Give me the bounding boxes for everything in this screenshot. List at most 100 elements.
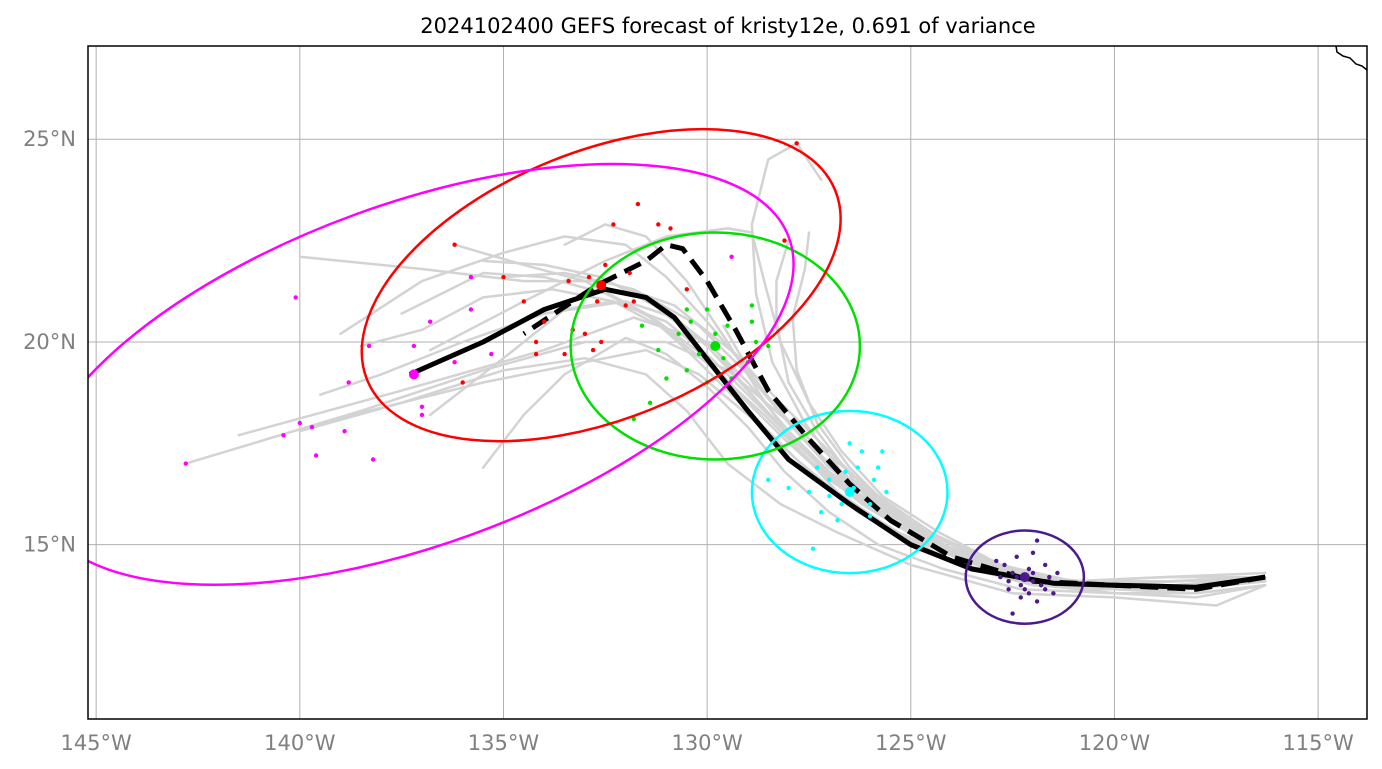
chart-title: 2024102400 GEFS forecast of kristy12e, 0…: [420, 14, 1035, 38]
coastline: [1335, 46, 1367, 71]
member-point-day-1: [1006, 587, 1011, 592]
member-point-day-1: [1055, 570, 1060, 576]
mean-position-day-2: [844, 487, 855, 497]
member-point-day-1: [1014, 554, 1019, 559]
ensemble-track: [318, 348, 1267, 591]
member-point-day-1: [1010, 570, 1015, 576]
member-point-day-2: [819, 510, 824, 515]
ensemble-track: [428, 227, 1267, 583]
member-point-day-5: [366, 343, 372, 349]
ensemble-track: [481, 259, 1267, 587]
member-point-day-4: [794, 141, 799, 146]
ellipse-day-4: [360, 127, 842, 443]
plot-frame: [87, 45, 1368, 720]
member-point-day-3: [656, 347, 661, 353]
ensemble-track: [791, 231, 1267, 583]
ensemble-track: [400, 271, 1267, 587]
member-point-day-4: [521, 299, 526, 304]
member-point-day-3: [688, 319, 693, 324]
member-point-day-4: [631, 299, 636, 304]
member-point-day-3: [696, 351, 702, 357]
member-point-day-2: [839, 501, 844, 507]
member-point-day-2: [843, 469, 848, 474]
uncertainty-ellipses: [88, 127, 1086, 625]
member-point-day-2: [806, 489, 812, 495]
member-point-day-1: [1022, 587, 1027, 592]
member-point-day-4: [452, 242, 457, 247]
member-point-day-1: [1047, 574, 1052, 580]
member-point-day-1: [1043, 562, 1048, 568]
member-point-day-4: [586, 274, 592, 280]
ensemble-tracks: [184, 142, 1267, 607]
member-point-day-4: [562, 351, 567, 357]
x-tick-label: 115°W: [1282, 731, 1354, 755]
member-point-day-2: [867, 514, 873, 519]
member-point-day-5: [313, 453, 319, 458]
member-point-day-4: [599, 339, 604, 345]
ensemble-track: [359, 288, 1267, 595]
member-point-day-4: [635, 201, 641, 207]
member-point-day-5: [729, 254, 734, 259]
member-point-day-4: [684, 287, 689, 292]
member-point-day-1: [1034, 599, 1040, 604]
member-point-day-2: [876, 465, 881, 470]
member-point-day-5: [309, 424, 315, 430]
ellipse-day-2: [750, 409, 949, 575]
member-point-day-2: [847, 441, 852, 446]
member-point-day-2: [814, 465, 820, 470]
ensemble-track: [775, 239, 1267, 587]
ellipse-day-3: [569, 231, 862, 461]
member-point-day-5: [346, 380, 351, 385]
member-point-day-4: [460, 380, 465, 385]
member-point-day-4: [623, 303, 628, 308]
member-point-day-2: [871, 477, 877, 482]
member-point-day-3: [749, 303, 755, 308]
ensemble-track: [750, 142, 1267, 587]
member-point-day-2: [855, 465, 860, 470]
member-point-day-4: [603, 262, 608, 268]
member-point-day-4: [566, 278, 571, 284]
ellipse-day-5: [88, 162, 795, 587]
x-tick-label: 135°W: [468, 731, 540, 755]
y-tick-label: 20°N: [23, 330, 76, 354]
member-point-day-5: [342, 429, 347, 434]
member-point-day-4: [627, 270, 632, 276]
member-point-day-3: [725, 323, 730, 328]
member-point-day-4: [533, 351, 539, 357]
member-point-day-1: [1026, 566, 1032, 572]
member-point-day-1: [1018, 595, 1023, 600]
x-tick-label: 145°W: [60, 731, 132, 755]
mean-position-day-4: [596, 280, 607, 291]
y-tick-label: 15°N: [23, 533, 76, 557]
member-point-day-4: [656, 222, 661, 227]
mean-track-dashed: [522, 242, 1266, 592]
member-point-day-1: [1051, 591, 1056, 596]
member-point-day-2: [867, 501, 873, 507]
member-point-day-3: [749, 319, 755, 324]
member-point-day-1: [1002, 562, 1007, 568]
member-point-day-5: [293, 295, 298, 300]
member-point-day-1: [1018, 583, 1023, 588]
member-point-day-2: [884, 489, 889, 495]
member-point-day-1: [1014, 574, 1019, 580]
member-points: [183, 141, 1060, 616]
member-point-day-3: [766, 343, 771, 349]
x-tick-label: 120°W: [1079, 731, 1151, 755]
member-point-day-1: [1030, 550, 1036, 555]
member-point-day-1: [994, 558, 999, 564]
member-point-day-4: [501, 274, 506, 280]
ellipse-day-1: [964, 529, 1086, 625]
member-point-day-1: [1034, 538, 1040, 543]
member-point-day-3: [647, 400, 653, 405]
member-point-day-5: [297, 420, 302, 426]
member-point-day-5: [183, 461, 188, 466]
member-point-day-3: [721, 356, 726, 361]
member-point-day-5: [468, 274, 474, 280]
member-point-day-1: [1006, 579, 1011, 584]
ensemble-track: [481, 336, 1267, 599]
member-point-day-5: [428, 319, 433, 324]
member-point-day-2: [880, 449, 885, 454]
member-point-day-3: [639, 323, 645, 328]
ensemble-track: [298, 255, 1267, 587]
